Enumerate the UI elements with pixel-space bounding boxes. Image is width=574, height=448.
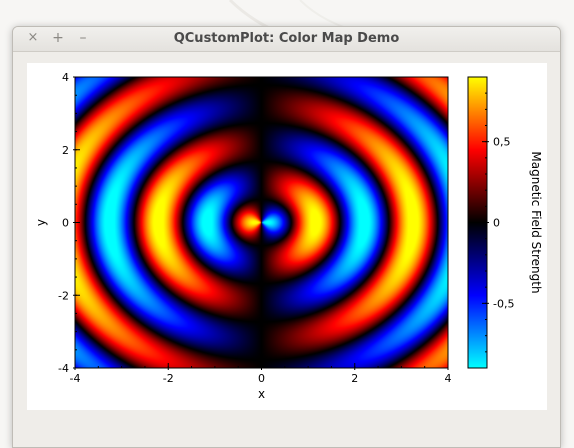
window-title: QCustomPlot: Color Map Demo	[173, 31, 400, 46]
x-axis-label: x	[258, 387, 265, 401]
y-tick-label: -2	[58, 289, 69, 302]
x-tick-label: -2	[163, 372, 174, 385]
title-bar[interactable]: × + – QCustomPlot: Color Map Demo	[13, 27, 560, 52]
y-tick-label: 2	[62, 144, 69, 157]
maximize-button[interactable]: +	[52, 30, 64, 46]
y-tick-label: -4	[58, 362, 69, 375]
y-tick-label: 0	[62, 217, 69, 230]
color-scale-tick-label: -0,5	[493, 297, 514, 310]
color-scale-bar	[468, 77, 487, 368]
y-axis-label: y	[34, 219, 48, 226]
color-map-plot[interactable]: -4 -2 0 2 4 -4 -2 0 2 4 0,5 0 -0,5 x y Magnetic Field S…	[27, 63, 547, 410]
heatmap-image[interactable]	[75, 77, 448, 368]
y-tick-label: 4	[62, 71, 69, 84]
x-tick-label: 2	[351, 372, 358, 385]
color-scale-tick-label: 0	[493, 217, 500, 230]
app-window: × + – QCustomPlot: Color Map Demo -4 -2 0 2…	[12, 26, 561, 448]
x-tick-label: 4	[445, 372, 452, 385]
x-tick-label: -4	[70, 372, 81, 385]
plot-area[interactable]: -4 -2 0 2 4 -4 -2 0 2 4 0,5 0 -0,5 x y Magnetic Field S…	[27, 63, 547, 410]
minimize-button[interactable]: –	[79, 30, 87, 46]
close-button[interactable]: ×	[27, 30, 39, 45]
color-scale-tick-label: 0,5	[493, 136, 511, 149]
x-tick-label: 0	[258, 372, 265, 385]
color-scale-label: Magnetic Field Strength	[529, 151, 543, 293]
